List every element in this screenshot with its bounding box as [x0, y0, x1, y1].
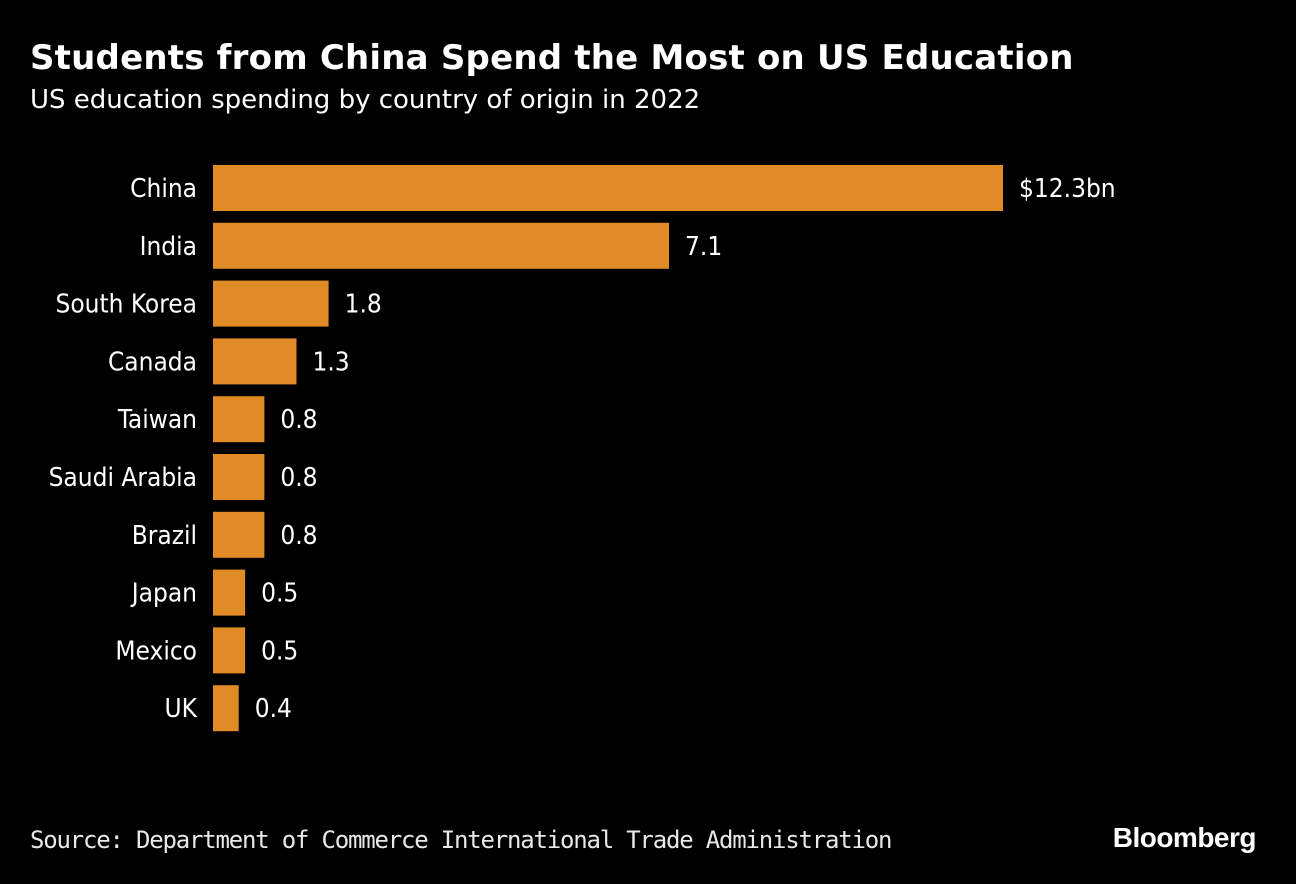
bar-taiwan [213, 396, 264, 442]
value-label-south-korea: 1.8 [345, 290, 382, 320]
category-label-saudi-arabia: Saudi Arabia [49, 463, 197, 493]
bar-canada [213, 338, 296, 384]
category-label-india: India [140, 232, 197, 262]
bar-mexico [213, 627, 245, 673]
category-label-mexico: Mexico [115, 636, 197, 666]
bar-brazil [213, 512, 264, 558]
value-label-uk: 0.4 [255, 694, 292, 724]
category-label-china: China [130, 174, 197, 204]
bar-chart: China $12.3bn India 7.1 South Korea 1.8 Canada… [0, 0, 1296, 800]
bar-uk [213, 685, 239, 731]
bloomberg-logo: Bloomberg [1113, 822, 1256, 854]
value-label-japan: 0.5 [261, 579, 298, 609]
value-label-mexico: 0.5 [261, 636, 298, 666]
bar-china [213, 165, 1003, 211]
bar-south-korea [213, 281, 329, 327]
category-label-taiwan: Taiwan [117, 405, 197, 435]
value-label-india: 7.1 [685, 232, 722, 262]
category-label-uk: UK [165, 694, 198, 724]
bar-saudi-arabia [213, 454, 264, 500]
category-label-south-korea: South Korea [55, 290, 197, 320]
bar-india [213, 223, 669, 269]
value-label-canada: 1.3 [312, 347, 349, 377]
source-note: Source: Department of Commerce Internati… [30, 826, 891, 854]
value-label-saudi-arabia: 0.8 [280, 463, 317, 493]
category-label-brazil: Brazil [132, 521, 197, 551]
category-label-japan: Japan [130, 579, 197, 609]
value-label-china: $12.3bn [1019, 174, 1116, 204]
value-label-brazil: 0.8 [280, 521, 317, 551]
category-label-canada: Canada [108, 347, 197, 377]
value-label-taiwan: 0.8 [280, 405, 317, 435]
bar-japan [213, 570, 245, 616]
